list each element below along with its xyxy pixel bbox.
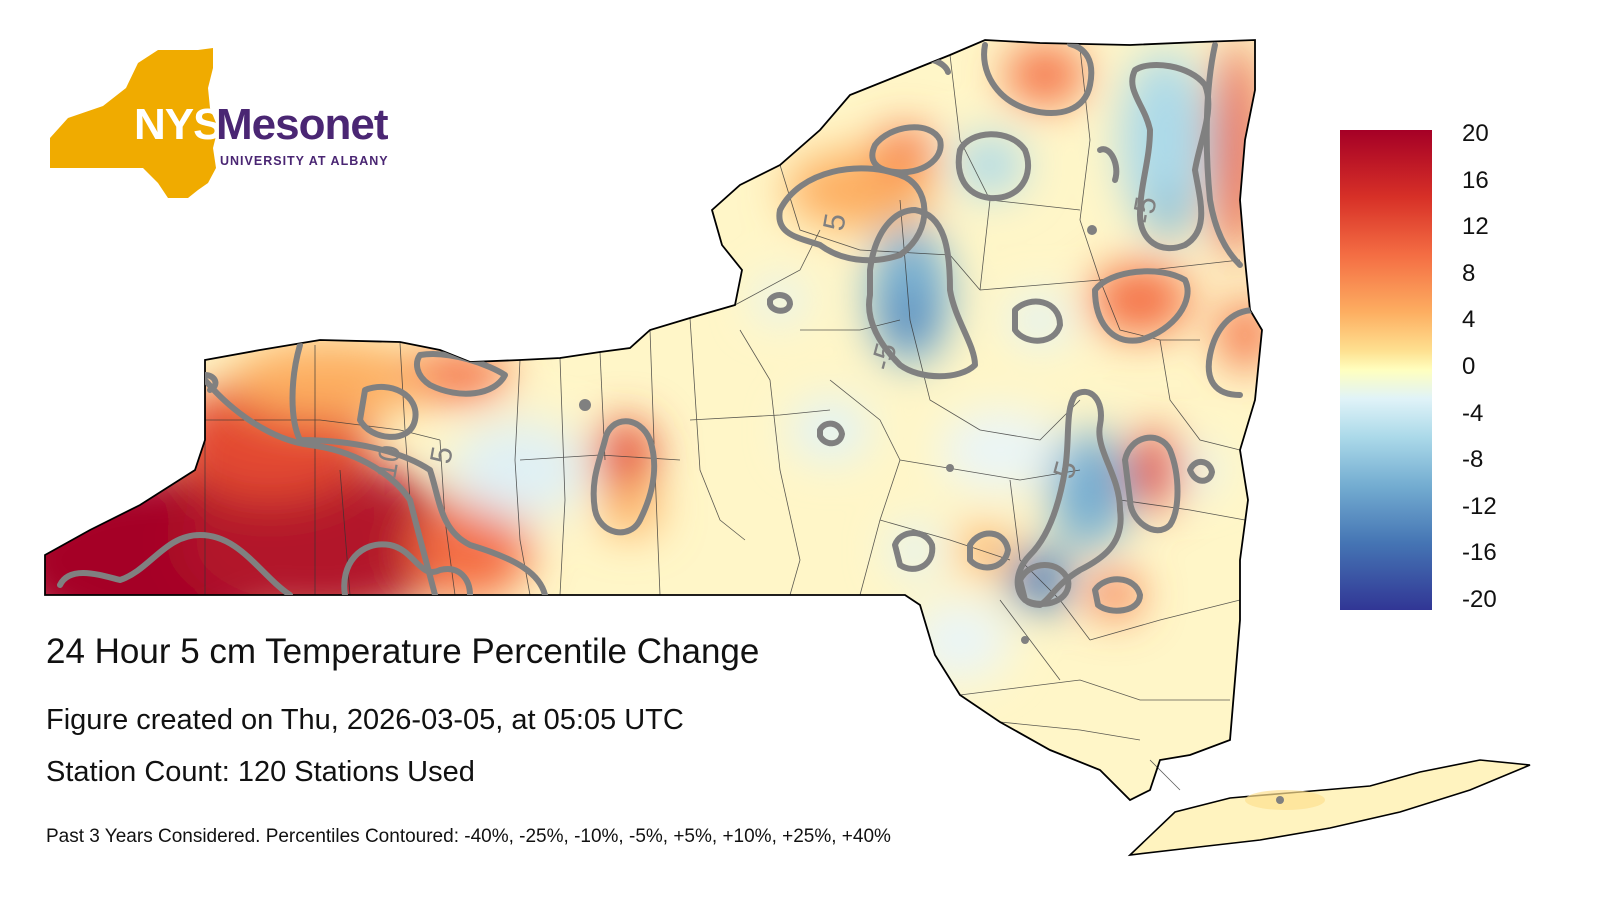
colorbar-label: 0	[1462, 353, 1476, 380]
contour-labels: 5 -5 -5 10 5 -5	[369, 194, 1163, 492]
colorbar	[1340, 130, 1432, 610]
colorbar-label: -12	[1462, 492, 1497, 520]
logo-mesonet-text: Mesonet	[216, 100, 388, 149]
contour-label: 5	[817, 211, 852, 233]
created-timestamp: Figure created on Thu, 2026-03-05, at 05…	[46, 704, 684, 736]
station-count: Station Count: 120 Stations Used	[46, 756, 475, 788]
logo-university-text: UNIVERSITY AT ALBANY	[220, 154, 389, 168]
logo-nys-text: NYS	[134, 100, 222, 149]
nys-state-shape-icon	[50, 48, 218, 198]
contour-label: 10	[369, 443, 407, 482]
colorbar-label: -8	[1462, 446, 1484, 474]
contour-label: 5	[424, 444, 459, 466]
colorbar-label: -16	[1462, 539, 1497, 567]
long-island	[1127, 759, 1531, 857]
contour-label: -5	[1126, 194, 1163, 226]
colorbar-label: -20	[1462, 586, 1497, 613]
colorbar-label: 4	[1462, 306, 1476, 334]
county-lines	[204, 47, 1246, 791]
colorbar-label: 8	[1462, 259, 1476, 287]
station-markers	[579, 225, 1284, 804]
contour-lines	[57, 41, 1258, 614]
colorbar-label: -4	[1462, 399, 1484, 427]
nys-mesonet-logo: NYS Mesonet UNIVERSITY AT ALBANY	[48, 48, 408, 208]
colorbar-label: 20	[1462, 120, 1489, 147]
colorbar-label: 16	[1462, 166, 1489, 194]
footnote: Past 3 Years Considered. Percentiles Con…	[46, 826, 891, 847]
figure-title: 24 Hour 5 cm Temperature Percentile Chan…	[46, 632, 760, 671]
colorbar-label: 12	[1462, 213, 1489, 241]
